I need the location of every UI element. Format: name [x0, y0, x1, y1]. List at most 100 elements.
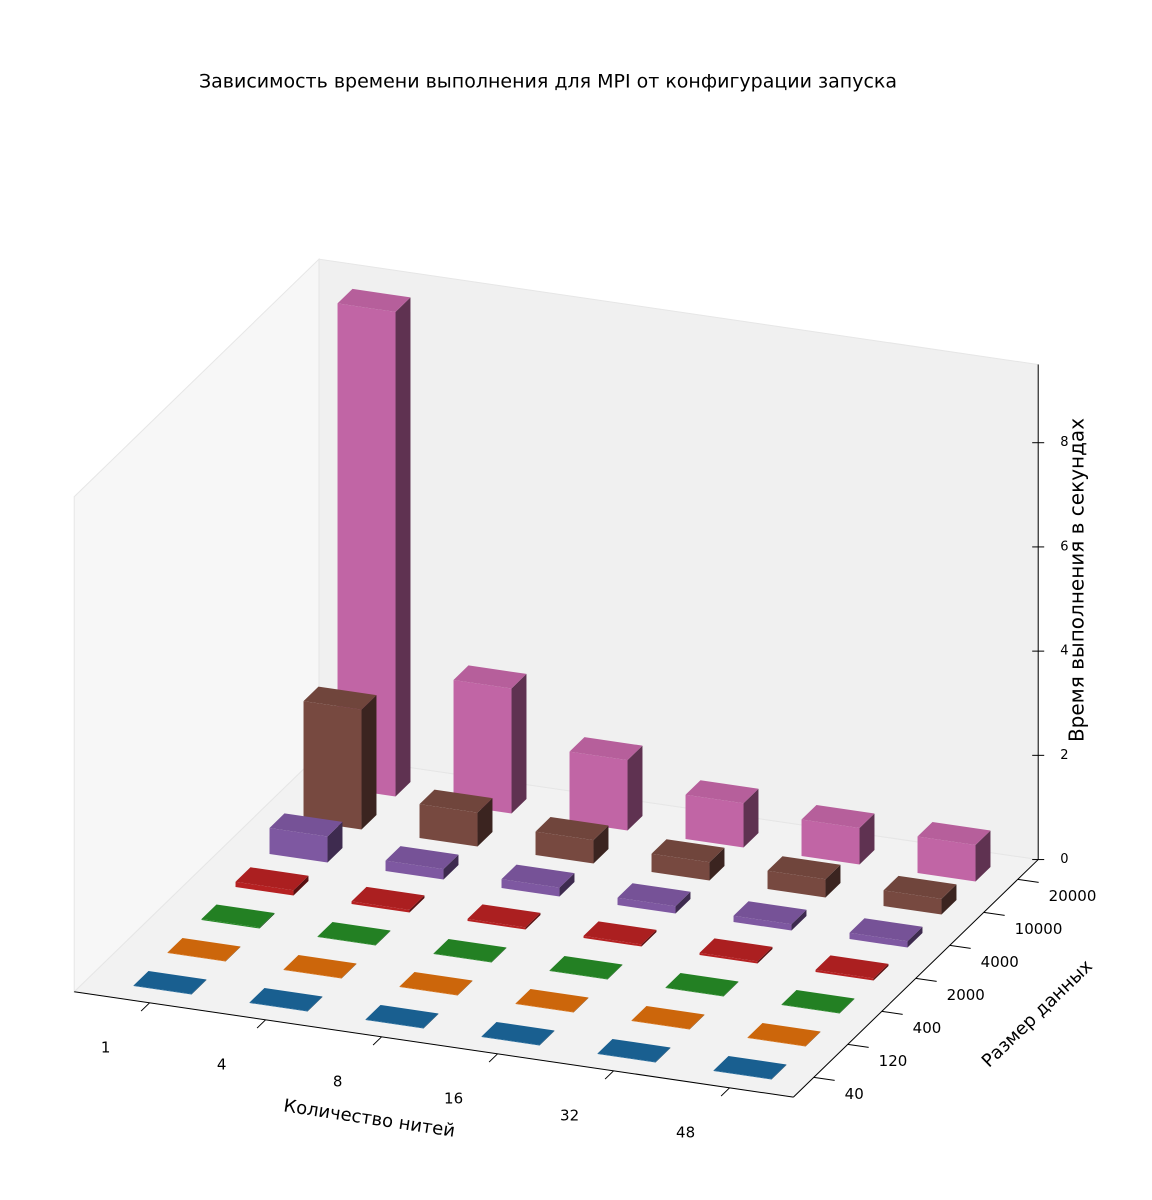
bar: [453, 665, 527, 814]
bar: [481, 1021, 555, 1046]
bar-top: [569, 737, 643, 761]
bar-front: [685, 794, 744, 848]
back-pane: [318, 258, 1039, 861]
bar: [317, 921, 391, 946]
bar-side: [423, 1013, 439, 1029]
bar-top: [133, 970, 207, 994]
bar: [399, 971, 473, 996]
bar-front: [713, 1070, 772, 1080]
bar-top: [685, 780, 759, 804]
bar-side: [327, 821, 343, 863]
bar-front: [631, 1020, 690, 1030]
bar-side: [941, 884, 957, 915]
x-tick: [488, 1053, 498, 1063]
bar-side: [839, 998, 855, 1014]
y-tick: [949, 944, 971, 949]
x-axis: [74, 991, 794, 1098]
bar-front: [747, 1037, 806, 1047]
y-tick-label: 400: [913, 1019, 942, 1037]
bar-front: [269, 827, 328, 863]
bar-side: [511, 673, 527, 814]
bar-side: [559, 873, 575, 897]
z-tick-label: 0: [1060, 852, 1068, 867]
bar: [501, 864, 575, 897]
y-tick-label: 2000: [947, 986, 985, 1004]
bar: [617, 883, 691, 914]
x-tick-label: 4: [217, 1055, 227, 1073]
y-tick: [915, 977, 937, 982]
bar-front: [617, 897, 676, 914]
x-tick: [372, 1036, 382, 1046]
bar-top: [849, 918, 923, 942]
bar: [385, 846, 459, 880]
bar-front: [337, 303, 396, 797]
bar: [283, 954, 357, 979]
bar-front: [699, 952, 758, 964]
bar: [365, 1004, 439, 1029]
bar: [515, 988, 589, 1013]
y-tick: [813, 1076, 835, 1081]
bar-top: [337, 288, 411, 312]
bar-top: [501, 864, 575, 888]
bar-top: [651, 839, 725, 863]
y-tick-label: 120: [879, 1052, 908, 1070]
bar-front: [801, 819, 860, 865]
y-tick-label: 20000: [1049, 887, 1097, 905]
bar-front: [365, 1019, 424, 1029]
bar-front: [569, 751, 628, 831]
bar-top: [917, 822, 991, 846]
bar-front: [733, 915, 792, 931]
bar-front: [501, 879, 560, 897]
bar-top: [467, 904, 541, 928]
bar-side: [825, 864, 841, 898]
bar-front: [399, 986, 458, 996]
bar-front: [781, 1004, 840, 1014]
bar-top: [801, 805, 875, 829]
bar-top: [201, 904, 275, 928]
bar-front: [549, 970, 608, 980]
bar-front: [535, 831, 594, 864]
bar-side: [771, 1064, 787, 1080]
bar-top: [747, 1022, 821, 1046]
y-tick-label: 4000: [981, 953, 1019, 971]
bar-front: [419, 804, 478, 847]
bar: [815, 955, 889, 981]
bar-top: [419, 789, 493, 813]
bar-front: [815, 969, 874, 981]
bar-front: [917, 836, 976, 882]
bar-side: [361, 695, 377, 830]
bar-front: [235, 881, 294, 896]
bar-front: [433, 953, 492, 963]
bar-top: [781, 989, 855, 1013]
bar-front: [351, 901, 410, 913]
bar: [733, 901, 807, 931]
bar-front: [849, 932, 908, 948]
bar-top: [317, 921, 391, 945]
bar-side: [443, 854, 459, 880]
bar: [713, 1055, 787, 1080]
bar-top: [365, 1004, 439, 1028]
y-tick: [1017, 878, 1039, 883]
bar-front: [515, 1003, 574, 1013]
bar-side: [225, 946, 241, 962]
bar-side: [375, 930, 391, 946]
chart-title: Зависимость времени выполнения для MPI о…: [199, 71, 897, 93]
bar: [883, 875, 957, 915]
bar-side: [907, 926, 923, 948]
x-tick-label: 48: [676, 1123, 695, 1141]
y-tick: [847, 1043, 869, 1048]
bar-top: [583, 921, 657, 945]
z-tick-label: 2: [1060, 748, 1068, 763]
y-tick-label: 10000: [1015, 920, 1063, 938]
bar-top: [767, 856, 841, 880]
bar-top: [883, 875, 957, 899]
bar-side: [259, 912, 275, 929]
bar-side: [293, 875, 309, 896]
x-tick-label: 16: [444, 1089, 463, 1107]
bar-side: [627, 745, 643, 831]
bar-side: [723, 981, 739, 997]
y-tick: [983, 911, 1005, 916]
bar: [569, 737, 643, 831]
bar-top: [713, 1055, 787, 1079]
bar-side: [525, 912, 541, 930]
